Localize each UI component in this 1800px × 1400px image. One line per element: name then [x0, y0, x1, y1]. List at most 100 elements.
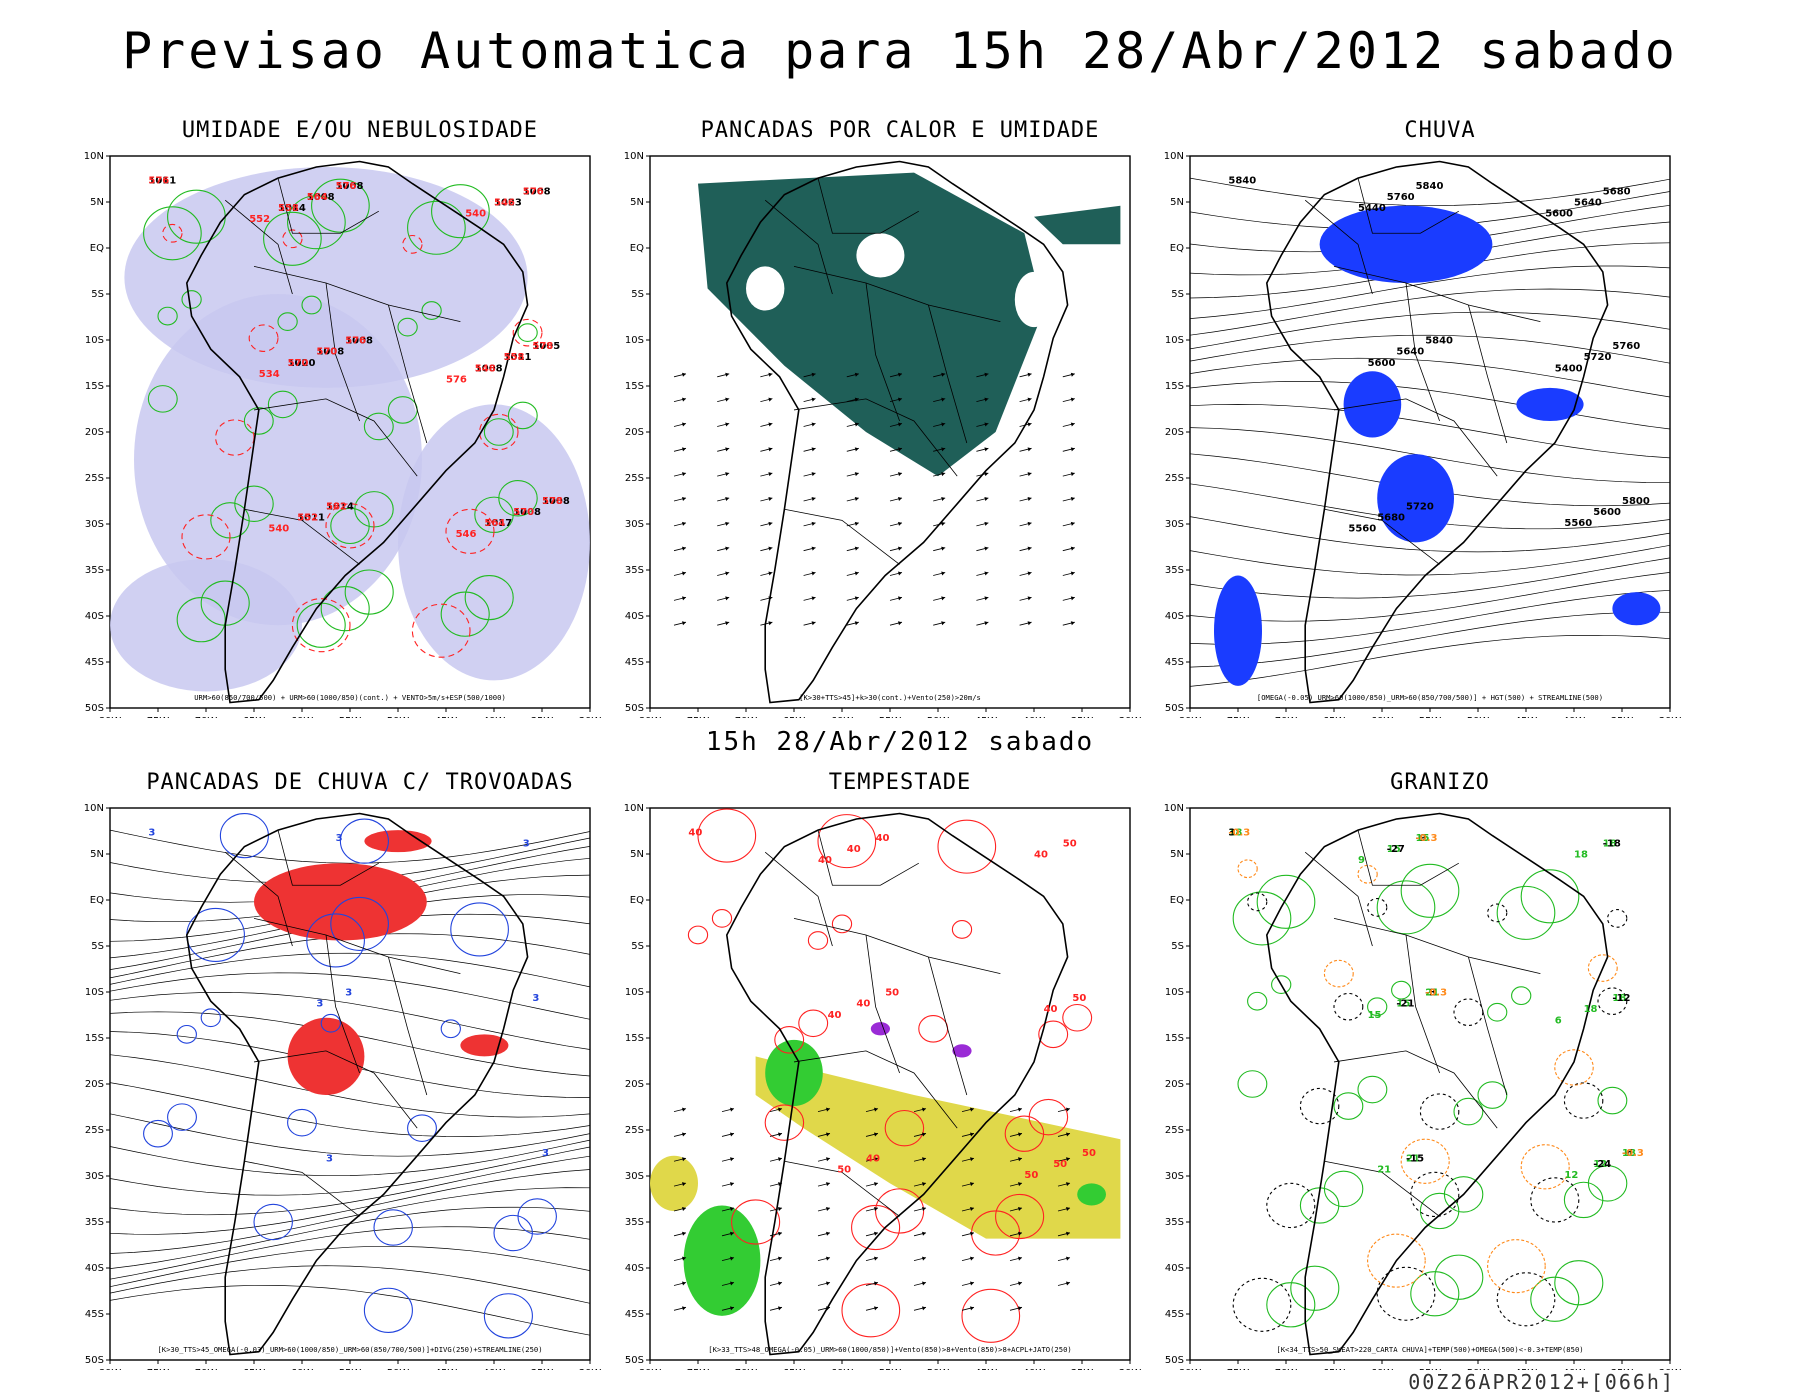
lon-tick-label: 80W: [99, 716, 122, 718]
humidity-contour: [234, 485, 274, 522]
wind-vector: [1066, 1182, 1070, 1187]
lon-tick-label: 45W: [1515, 716, 1538, 718]
wind-vector: [854, 422, 859, 427]
streamline: [109, 829, 591, 864]
temp850-label: 21: [1406, 1153, 1420, 1164]
wind-vector: [854, 621, 859, 626]
humidity-contour: [440, 591, 490, 637]
lon-tick-label: 35W: [531, 1368, 554, 1370]
humidity-contour: [464, 574, 514, 621]
height-label: 5560: [1348, 523, 1376, 534]
wind-vector: [730, 1182, 734, 1187]
country-border: [817, 177, 919, 234]
streamline: [109, 1187, 591, 1254]
wind-vector: [898, 596, 902, 601]
lat-tick-label: 30S: [625, 1171, 644, 1182]
wind-vector: [854, 447, 859, 452]
height-label: 5600: [1545, 209, 1573, 220]
humidity-contour: [181, 290, 202, 309]
temp850-contour: [1443, 1176, 1484, 1213]
lat-tick-label: 35S: [1165, 565, 1184, 576]
wind-vector: [682, 1182, 686, 1187]
country-border: [1468, 956, 1508, 1096]
humidity-area: [134, 294, 422, 626]
map-granizo: 10N 5N EQ 5S 10S 15S 20S 25S 30S 35S 40S 45S 50S 80W 7…: [1164, 803, 1682, 1370]
wind-vector: [1066, 1132, 1070, 1137]
lon-tick-label: 75W: [687, 1368, 710, 1370]
wind-vector: [941, 397, 946, 402]
jet-contour: [764, 1104, 805, 1141]
jet-label: 40: [1034, 850, 1048, 861]
lat-tick-label: 5S: [91, 289, 104, 300]
divergence-contour: [493, 1214, 533, 1252]
temp500-label: -21: [1396, 999, 1414, 1010]
wind-vector: [1027, 521, 1032, 526]
country-border: [764, 199, 833, 295]
wind-vector: [811, 422, 816, 427]
thickness-label: 576: [336, 181, 357, 192]
wind-vector: [725, 621, 730, 626]
wind-vector: [1027, 397, 1032, 402]
wind-vector: [941, 447, 946, 452]
omega-contour: [1520, 1144, 1570, 1190]
wind-vector: [730, 1132, 734, 1137]
temp500-contour: [1266, 1182, 1316, 1229]
map-umidade: 10N 5N EQ 5S 10S 15S 20S 25S 30S 35S 40S 45S 50S 80W 7…: [84, 151, 602, 718]
wind-vector: [854, 596, 859, 601]
wind-vector: [984, 546, 989, 551]
lon-tick-label: 65W: [783, 716, 806, 718]
temp850-label: 6: [1555, 1015, 1562, 1026]
panel-granizo: GRANIZO 10N 5N EQ 5S 10S 15S 20S 25S 30S 35S 40S 45…: [1160, 770, 1720, 1370]
wind-vector: [922, 1256, 926, 1261]
page-title: Previsao Automatica para 15h 28/Abr/2012…: [122, 22, 1678, 80]
divergence-contour: [167, 1103, 197, 1131]
lat-tick-label: 15S: [625, 1033, 644, 1044]
pressure-label: 1008: [475, 363, 503, 374]
lon-tick-label: 30W: [579, 1368, 602, 1370]
divergence-contour: [517, 1198, 557, 1235]
omega-contour: [1554, 1049, 1594, 1086]
lat-tick-label: 5N: [90, 197, 104, 208]
thickness-label: 548: [475, 363, 496, 374]
jet-label: 40: [876, 833, 890, 844]
jet-contour: [1028, 1098, 1069, 1136]
thickness-contour: [282, 229, 303, 249]
temp850-label: 15: [1368, 1010, 1382, 1021]
lon-tick-label: 45W: [435, 716, 458, 718]
wind-vector: [826, 1107, 830, 1112]
country-border: [928, 304, 968, 444]
humidity-contour: [363, 412, 394, 441]
wind-vector: [682, 1206, 686, 1211]
wind-vector: [778, 1107, 782, 1112]
temp850-label: 18: [1603, 839, 1617, 850]
thickness-label: 578: [532, 341, 553, 352]
wind-vector: [941, 621, 946, 626]
wind-vector: [682, 1281, 686, 1286]
lat-tick-label: 5S: [91, 941, 104, 952]
country-border: [793, 918, 1001, 974]
temp500-contour: [1487, 903, 1508, 923]
thickness-label: 546: [494, 198, 515, 209]
humidity-area: [110, 558, 302, 692]
lon-tick-label: 80W: [99, 1368, 122, 1370]
height-label: 5440: [1358, 203, 1386, 214]
streamline: [1189, 311, 1671, 350]
thickness-contour: [248, 324, 279, 352]
lat-tick-label: 25S: [625, 473, 644, 484]
storm-risk-area: [650, 1155, 698, 1211]
country-border: [253, 918, 461, 974]
temp500-label: 3: [1228, 828, 1235, 839]
wind-vector: [768, 621, 773, 626]
streamline: [109, 1082, 591, 1137]
lon-tick-label: 70W: [1275, 716, 1298, 718]
lon-tick-label: 30W: [1659, 716, 1682, 718]
map-chuva: 10N 5N EQ 5S 10S 15S 20S 25S 30S 35S 40S 45S 50S 80W 7…: [1164, 151, 1682, 718]
thickness-label: 534: [259, 369, 280, 380]
wind-vector: [682, 621, 686, 626]
streamline: [1189, 516, 1671, 553]
jet-contour: [884, 1109, 925, 1147]
panel-chuva: CHUVA 10N 5N EQ 5S 10S 15S 20S 25S 30S 35S 40S 45S 5…: [1160, 118, 1720, 718]
map-tempestade: 10N 5N EQ 5S 10S 15S 20S 25S 30S 35S 40S 45S 50S 80W 7…: [624, 803, 1142, 1370]
wind-vector: [941, 472, 946, 477]
pressure-label: 1020: [288, 358, 316, 369]
